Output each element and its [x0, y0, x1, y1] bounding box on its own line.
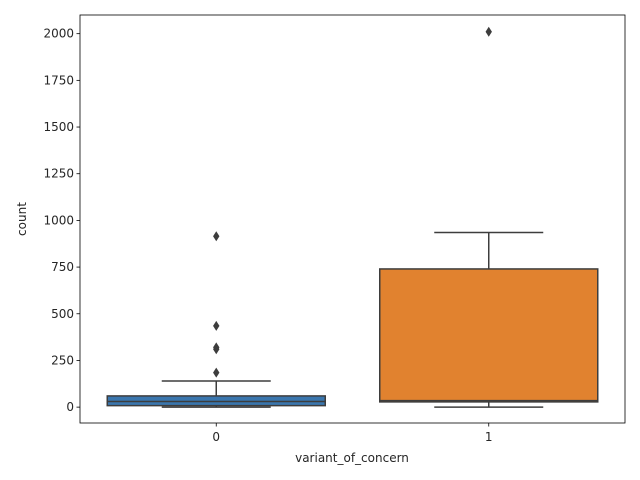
box-group-0	[106, 231, 326, 408]
outlier-point	[213, 320, 220, 331]
outlier-point	[213, 231, 220, 242]
y-tick-label: 2000	[43, 27, 74, 41]
plot-frame	[79, 14, 626, 424]
y-tick-label: 1500	[43, 120, 74, 134]
axes	[79, 14, 626, 424]
y-tick-label: 500	[51, 307, 74, 321]
y-tick-label: 750	[51, 260, 74, 274]
chart-marks	[106, 26, 599, 408]
x-tick-label: 0	[212, 430, 220, 444]
box-group-1	[379, 26, 599, 408]
outlier-point	[213, 342, 220, 353]
y-tick-label: 1750	[43, 73, 74, 87]
y-tick-label: 0	[66, 400, 74, 414]
outlier-point	[485, 26, 492, 37]
y-axis-label: count	[15, 202, 29, 236]
outlier-point	[213, 367, 220, 378]
y-tick-label: 1000	[43, 213, 74, 227]
x-tick-label: 1	[485, 430, 493, 444]
y-axis-ticks: 0 250 500 750 1000 1250 1500 1750 2000	[43, 27, 80, 414]
x-axis-label: variant_of_concern	[295, 451, 409, 465]
y-tick-label: 1250	[43, 167, 74, 181]
box-iqr	[379, 268, 599, 403]
y-tick-label: 250	[51, 353, 74, 367]
